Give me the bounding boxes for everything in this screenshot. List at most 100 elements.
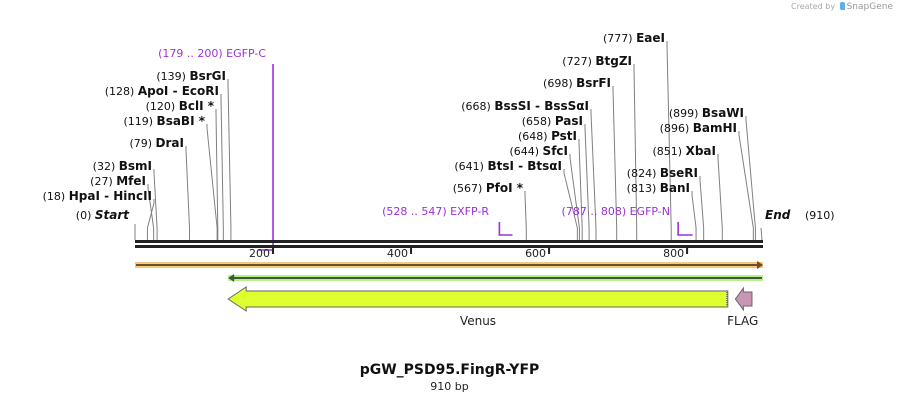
orf-forward[interactable] — [135, 261, 763, 269]
enzyme-position: (119) — [123, 115, 156, 128]
enzyme-site-line — [612, 86, 618, 240]
enzyme-site-line — [590, 109, 597, 240]
feature-venus[interactable]: Venus — [227, 286, 729, 328]
enzyme-label-text[interactable]: (120) BclI * — [146, 99, 215, 113]
feature-label: Venus — [460, 314, 496, 328]
enzyme-label-xbai[interactable]: (851) XbaI — [653, 144, 716, 158]
orf-arrowhead-icon — [757, 261, 763, 269]
enzyme-position: (698) — [543, 77, 576, 90]
enzyme-label-bani[interactable]: (813) BanI — [627, 181, 690, 195]
end-line — [760, 227, 763, 241]
enzyme-label-text[interactable]: (896) BamHI — [660, 121, 737, 135]
backbone-bottom-strand[interactable] — [135, 245, 763, 248]
orf-layer — [135, 261, 763, 282]
enzyme-label-text[interactable]: (813) BanI — [627, 181, 690, 195]
enzyme-site-line — [227, 79, 232, 240]
feature-label: FLAG — [727, 314, 758, 328]
enzyme-label-btsi[interactable]: (641) BtsI - BtsαI — [454, 159, 562, 173]
enzyme-label-sfci[interactable]: (644) SfcI — [509, 144, 568, 158]
enzyme-site-line — [215, 109, 219, 240]
enzyme-label-text[interactable]: (668) BssSI - BssSαI — [461, 99, 589, 113]
enzyme-label-mfei[interactable]: (27) MfeI — [90, 174, 146, 188]
feature-arrow[interactable] — [227, 286, 729, 312]
enzyme-label-text[interactable]: (27) MfeI — [90, 174, 146, 188]
enzyme-label-pasi[interactable]: (658) PasI — [522, 114, 583, 128]
enzyme-label-bsabi[interactable]: (119) BsaBI * — [123, 114, 205, 128]
enzyme-position: (851) — [653, 145, 686, 158]
enzyme-position: (668) — [461, 100, 494, 113]
enzyme-position: (644) — [509, 145, 542, 158]
enzyme-site-line — [699, 176, 705, 240]
enzyme-label-eaei[interactable]: (777) EaeI — [603, 31, 665, 45]
enzyme-label-pfoi[interactable]: (567) PfoI * — [453, 181, 524, 195]
feature-layer: Venus FLAG — [227, 286, 758, 328]
enzyme-label-bsrgi[interactable]: (139) BsrGI — [156, 69, 226, 83]
enzyme-site-labels: (18) HpaI - HincII(27) MfeI(32) BsmI (79)… — [43, 31, 744, 203]
enzyme-site-line — [691, 191, 697, 240]
feature-arrow[interactable] — [734, 286, 753, 312]
enzyme-site-line — [745, 116, 756, 240]
enzyme-name: BsaBI * — [157, 114, 206, 128]
enzyme-label-drai[interactable]: (79) DraI — [129, 136, 184, 150]
map-title: pGW_PSD95.FingR-YFP — [359, 362, 540, 378]
enzyme-label-text[interactable]: (79) DraI — [129, 136, 184, 150]
primer-exfp-r[interactable]: (528 .. 547) EXFP-R — [382, 205, 513, 236]
enzyme-site-line — [717, 154, 723, 240]
orf-reverse[interactable] — [228, 274, 763, 282]
enzyme-label-bseri[interactable]: (824) BseRI — [627, 166, 698, 180]
enzyme-position: (641) — [454, 160, 487, 173]
primer-label[interactable]: (787 .. 808) EGFP-N — [562, 205, 670, 218]
credit-prefix: Created by — [791, 2, 836, 11]
enzyme-label-bsawi[interactable]: (899) BsaWI — [669, 106, 744, 120]
enzyme-site-line — [185, 146, 191, 240]
enzyme-label-text[interactable]: (899) BsaWI — [669, 106, 744, 120]
enzyme-label-apoi[interactable]: (128) ApoI - EcoRI — [105, 84, 219, 98]
enzyme-name: ApoI - EcoRI — [138, 84, 219, 98]
enzyme-label-text[interactable]: (851) XbaI — [653, 144, 716, 158]
enzyme-label-text[interactable]: (648) PstI — [518, 129, 577, 143]
orf-arrowhead-icon — [228, 274, 235, 282]
start-label: (0) Start — [76, 208, 130, 222]
enzyme-label-text[interactable]: (777) EaeI — [603, 31, 665, 45]
enzyme-label-hpai[interactable]: (18) HpaI - HincII — [43, 189, 152, 203]
enzyme-label-text[interactable]: (32) BsmI — [93, 159, 152, 173]
sequence-backbone[interactable] — [135, 240, 763, 248]
enzyme-label-text[interactable]: (18) HpaI - HincII — [43, 189, 152, 203]
enzyme-label-text[interactable]: (119) BsaBI * — [123, 114, 205, 128]
enzyme-label-text[interactable]: (641) BtsI - BtsαI — [454, 159, 562, 173]
primer-arrow — [677, 222, 693, 236]
ruler-tick — [548, 248, 551, 254]
ruler-tick-label: 600 — [525, 247, 546, 260]
enzyme-label-text[interactable]: (567) PfoI * — [453, 181, 524, 195]
enzyme-position: (813) — [627, 182, 660, 195]
enzyme-label-text[interactable]: (727) BtgZI — [562, 54, 632, 68]
enzyme-label-bsssi[interactable]: (668) BssSI - BssSαI — [461, 99, 589, 113]
enzyme-label-text[interactable]: (658) PasI — [522, 114, 583, 128]
enzyme-label-btgzi[interactable]: (727) BtgZI — [562, 54, 632, 68]
enzyme-label-text[interactable]: (644) SfcI — [509, 144, 568, 158]
ruler-tick-label: 800 — [663, 247, 684, 260]
end-position: (910) — [805, 209, 835, 222]
enzyme-position: (139) — [156, 70, 189, 83]
enzyme-label-bsrfi[interactable]: (698) BsrFI — [543, 76, 611, 90]
enzyme-name: EaeI — [636, 31, 665, 45]
enzyme-name: BtgZI — [595, 54, 632, 68]
enzyme-label-text[interactable]: (128) ApoI - EcoRI — [105, 84, 219, 98]
enzyme-label-psti[interactable]: (648) PstI — [518, 129, 577, 143]
enzyme-site-line — [206, 124, 218, 240]
primer-egfp-n[interactable]: (787 .. 808) EGFP-N — [562, 205, 693, 236]
enzyme-label-text[interactable]: (698) BsrFI — [543, 76, 611, 90]
end-label: End — [765, 208, 791, 222]
primer-label[interactable]: (179 .. 200) EGFP-C — [158, 47, 266, 60]
enzyme-label-bcli[interactable]: (120) BclI * — [146, 99, 215, 113]
enzyme-label-text[interactable]: (139) BsrGI — [156, 69, 226, 83]
enzyme-site-lines — [146, 41, 756, 240]
backbone-top-strand[interactable] — [135, 240, 763, 243]
enzyme-label-bamhi[interactable]: (896) BamHI — [660, 121, 737, 135]
feature-flag[interactable]: FLAG — [727, 286, 758, 328]
primer-label[interactable]: (528 .. 547) EXFP-R — [382, 205, 489, 218]
enzyme-name: BseRI — [660, 166, 698, 180]
enzyme-label-bsmi[interactable]: (32) BsmI — [93, 159, 152, 173]
enzyme-label-text[interactable]: (824) BseRI — [627, 166, 698, 180]
